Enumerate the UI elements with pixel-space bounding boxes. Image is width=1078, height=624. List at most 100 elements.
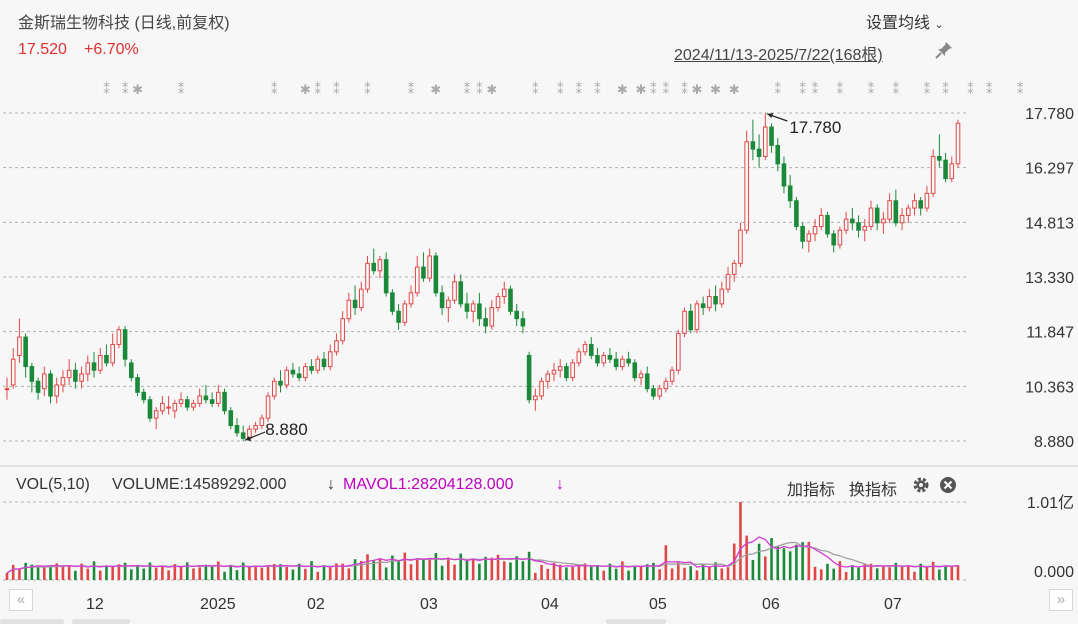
extreme-annotations: 17.780 8.880 (244, 113, 841, 441)
candle-body (620, 358, 625, 368)
candle-body (178, 399, 184, 404)
volume-bar (130, 569, 133, 580)
volume-bar (931, 561, 935, 580)
candle-body (439, 292, 445, 309)
volume-bar (676, 562, 680, 580)
date-range-selector[interactable]: 2024/11/13-2025/7/22(168根) (674, 47, 883, 64)
event-marker-icon: ⁑ (476, 82, 483, 98)
volume-bar (316, 571, 320, 580)
scrollbar-thumb[interactable] (72, 619, 130, 624)
candle-body (29, 366, 35, 382)
add-indicator-button[interactable]: 加指标 (787, 482, 836, 499)
candle-body (570, 362, 575, 379)
event-marker-icon: ⁑ (663, 82, 670, 98)
candle-body (713, 296, 718, 305)
volume-bar (577, 566, 581, 580)
candle-body (930, 155, 936, 194)
volume-bar (875, 568, 879, 580)
scroll-right-button[interactable]: » (1049, 589, 1073, 611)
candle-body (526, 354, 532, 401)
price-axis: 17.780 16.297 14.813 13.330 11.847 10.363 8.88… (1025, 106, 1074, 581)
event-marker-icon: ⁑ (986, 82, 993, 98)
candle-body (377, 259, 383, 272)
volume-bar (5, 573, 9, 580)
candle-body (520, 318, 526, 327)
scrollbar-track[interactable] (606, 619, 666, 624)
candle-body (141, 391, 147, 401)
candle-body (197, 395, 202, 404)
candle-body (66, 369, 72, 379)
candle-body (675, 332, 681, 371)
candle-body (806, 233, 812, 242)
volume-bar (534, 572, 537, 580)
volume-bar (602, 570, 606, 580)
candle-body (352, 299, 358, 309)
ma-settings-button[interactable]: 设置均线 ⌄ (866, 9, 944, 33)
candle-body (433, 255, 439, 294)
volume-bar (440, 565, 444, 580)
close-icon[interactable] (938, 475, 958, 495)
candle-body (725, 273, 731, 290)
event-marker-icon: ⁑ (557, 82, 564, 98)
volume-bar (589, 565, 593, 580)
volume-bar (434, 553, 438, 580)
volume-bar (328, 567, 332, 580)
candle-body (943, 159, 948, 180)
candle-body (135, 377, 140, 393)
event-marker-icon: ⁑ (178, 82, 185, 98)
volume-bar (695, 570, 699, 580)
volume-bar (509, 562, 512, 580)
swap-indicator-button[interactable]: 换指标 (849, 482, 898, 499)
candle-body (79, 373, 84, 382)
candle-body (296, 373, 302, 379)
candle-body (868, 207, 874, 228)
volume-bar (938, 569, 941, 580)
event-marker-icon: ✱ (729, 83, 740, 98)
event-marker-icon: ⁑ (532, 82, 539, 98)
candle-body (371, 262, 377, 272)
event-marker-icon: ⁑ (122, 82, 129, 98)
volume-bar (142, 568, 146, 580)
scrollbar-track[interactable] (0, 619, 64, 624)
volume-bar (658, 569, 661, 580)
scroll-left-button[interactable]: « (9, 589, 33, 611)
volume-bar (776, 546, 780, 580)
candle-body (209, 399, 215, 404)
candle-body (365, 262, 370, 290)
candle-body (582, 343, 588, 353)
candle-body (800, 226, 805, 242)
candle-body (41, 373, 47, 390)
volume-bar (471, 559, 475, 580)
volume-bar (527, 551, 531, 580)
volume-value: VOLUME:14589292.000 (112, 476, 287, 493)
volume-bar (652, 562, 655, 580)
price-tick-label: 8.880 (1034, 434, 1074, 451)
volume-bar (627, 570, 630, 580)
volume-bar (310, 561, 313, 580)
vol-label: VOL(5,10) (16, 476, 90, 493)
candle-body (458, 281, 464, 305)
event-marker-icon: ⁑ (967, 82, 974, 98)
candle-body (924, 192, 930, 209)
volume-bar (788, 551, 792, 580)
volume-bar (614, 568, 618, 580)
candle-body (769, 126, 774, 146)
volume-bar (639, 566, 643, 580)
candle-body (23, 336, 28, 368)
mavol1-line (6, 536, 959, 574)
volume-bar (857, 567, 860, 580)
gear-icon[interactable] (911, 475, 931, 495)
volume-bar (111, 566, 114, 580)
pin-icon[interactable] (934, 40, 954, 60)
volume-bar (42, 566, 46, 580)
x-tick-label: 05 (649, 596, 667, 613)
candle-body (937, 155, 942, 161)
candle-body (97, 354, 103, 371)
volume-bar (515, 556, 518, 580)
x-tick-label: 06 (762, 596, 780, 613)
volume-bar (403, 552, 407, 580)
candle-body (160, 402, 165, 412)
volume-bar (154, 567, 158, 580)
volume-bar (415, 559, 419, 580)
